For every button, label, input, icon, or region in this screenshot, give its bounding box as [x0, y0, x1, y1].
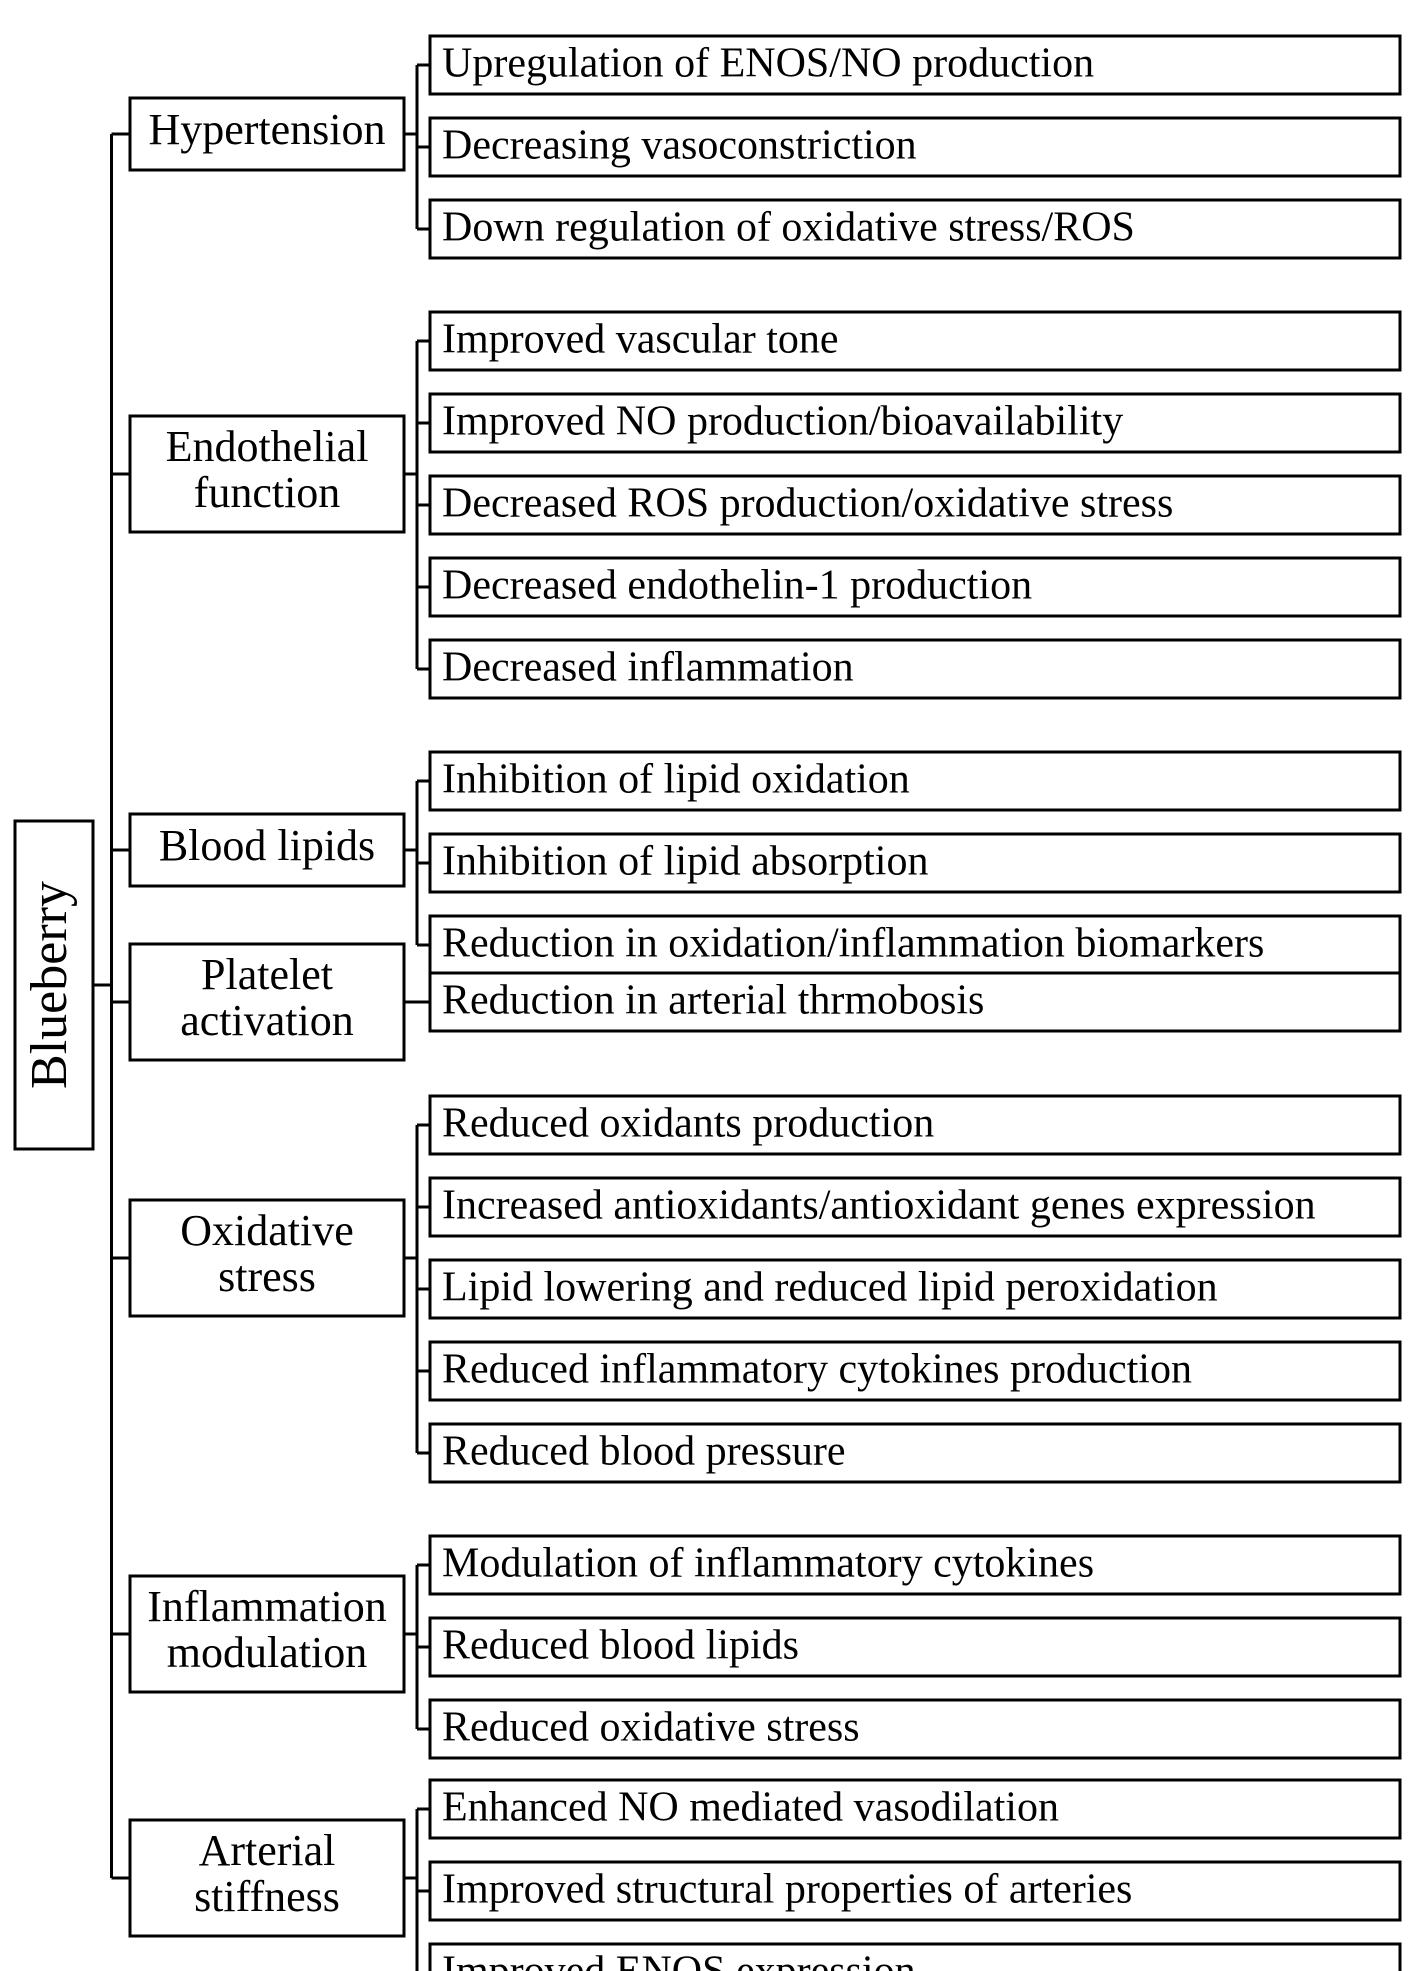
tree-diagram: Blueberry Hypertension Upregulation of ENO…: [0, 0, 1421, 1971]
category-label-endothelial-function: function: [194, 468, 341, 517]
category-label-platelet-activation: activation: [180, 996, 354, 1045]
leaf-label: Down regulation of oxidative stress/ROS: [442, 205, 1135, 251]
category-label-arterial-stiffness: stiffness: [194, 1872, 340, 1921]
leaf-label: Decreased endothelin-1 production: [442, 563, 1032, 609]
category-label-hypertension: Hypertension: [148, 105, 385, 154]
leaf-label: Upregulation of ENOS/NO production: [442, 41, 1094, 87]
leaf-label: Improved NO production/bioavailability: [442, 399, 1123, 445]
leaf-label: Reduced blood lipids: [442, 1623, 799, 1669]
root-label: Blueberry: [21, 881, 78, 1089]
category-label-endothelial-function: Endothelial: [166, 422, 369, 471]
category-label-oxidative-stress: stress: [218, 1252, 316, 1301]
category-label-platelet-activation: Platelet: [201, 950, 333, 999]
category-label-oxidative-stress: Oxidative: [180, 1206, 354, 1255]
leaf-label: Reduced blood pressure: [442, 1429, 846, 1475]
leaf-label: Enhanced NO mediated vasodilation: [442, 1785, 1059, 1831]
leaf-label: Decreased inflammation: [442, 645, 854, 691]
leaf-label: Improved vascular tone: [442, 317, 839, 363]
leaf-label: Reduced inflammatory cytokines productio…: [442, 1347, 1192, 1393]
leaf-label: Reduced oxidative stress: [442, 1705, 860, 1751]
leaf-label: Inhibition of lipid oxidation: [442, 757, 910, 803]
leaf-label: Reduced oxidants production: [442, 1101, 934, 1147]
category-label-blood-lipids: Blood lipids: [159, 821, 375, 870]
leaf-label: Modulation of inflammatory cytokines: [442, 1541, 1094, 1587]
leaf-label: Reduction in oxidation/inflammation biom…: [442, 921, 1264, 967]
leaf-label: Increased antioxidants/antioxidant genes…: [442, 1183, 1316, 1229]
category-label-inflammation-modulation: Inflammation: [147, 1582, 387, 1631]
leaf-label: Reduction in arterial thrmobosis: [442, 978, 984, 1024]
leaf-label: Improved structural properties of arteri…: [442, 1867, 1132, 1913]
category-label-inflammation-modulation: modulation: [167, 1628, 367, 1677]
leaf-label: Improved ENOS expression: [442, 1949, 916, 1971]
leaf-label: Lipid lowering and reduced lipid peroxid…: [442, 1265, 1218, 1311]
leaf-label: Decreasing vasoconstriction: [442, 123, 917, 169]
leaf-label: Decreased ROS production/oxidative stres…: [442, 481, 1173, 527]
leaf-label: Inhibition of lipid absorption: [442, 839, 928, 885]
category-label-arterial-stiffness: Arterial: [199, 1826, 336, 1875]
